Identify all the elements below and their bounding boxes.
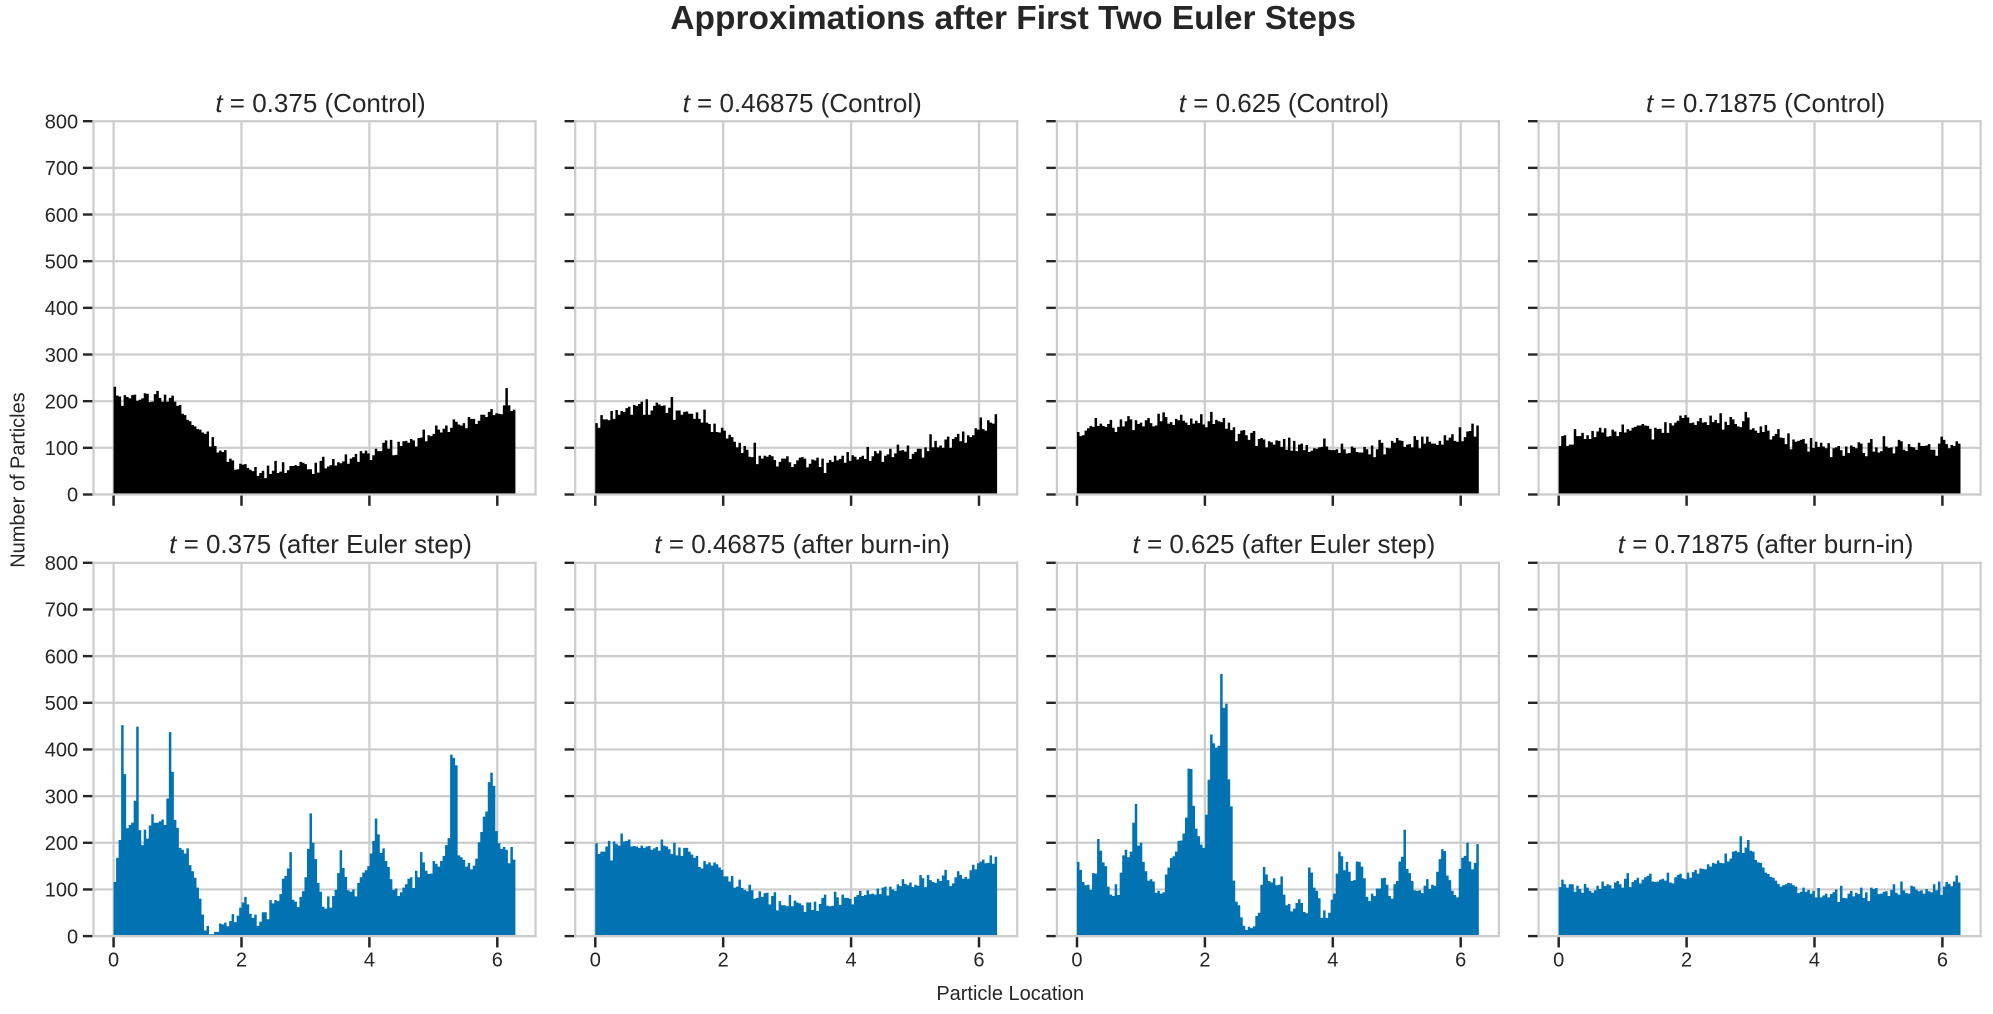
svg-text:0: 0: [67, 926, 78, 948]
svg-text:300: 300: [45, 345, 78, 367]
svg-text:300: 300: [45, 786, 78, 808]
svg-text:600: 600: [45, 646, 78, 668]
svg-text:100: 100: [45, 880, 78, 902]
svg-text:4: 4: [364, 950, 375, 972]
svg-text:700: 700: [45, 158, 78, 180]
svg-text:400: 400: [45, 298, 78, 320]
svg-text:200: 200: [45, 833, 78, 855]
svg-text:4: 4: [1809, 950, 1820, 972]
svg-text:Particle Location: Particle Location: [936, 983, 1084, 1005]
svg-text:4: 4: [1327, 950, 1338, 972]
svg-text:600: 600: [45, 205, 78, 227]
svg-text:6: 6: [1937, 950, 1948, 972]
svg-text:500: 500: [45, 251, 78, 273]
svg-text:0: 0: [1071, 950, 1082, 972]
svg-text:6: 6: [973, 950, 984, 972]
svg-text:700: 700: [45, 600, 78, 622]
svg-text:Number of Particles: Number of Particles: [8, 392, 30, 567]
svg-text:6: 6: [492, 950, 503, 972]
svg-text:400: 400: [45, 740, 78, 762]
svg-text:0: 0: [1553, 950, 1564, 972]
svg-text:0: 0: [108, 950, 119, 972]
svg-text:2: 2: [1199, 950, 1210, 972]
svg-text:6: 6: [1455, 950, 1466, 972]
svg-text:0: 0: [67, 485, 78, 507]
svg-text:100: 100: [45, 438, 78, 460]
svg-text:Approximations after First Two: Approximations after First Two Euler Ste…: [670, 0, 1356, 37]
svg-text:2: 2: [718, 950, 729, 972]
svg-text:200: 200: [45, 391, 78, 413]
svg-text:2: 2: [1681, 950, 1692, 972]
svg-text:4: 4: [846, 950, 857, 972]
svg-text:800: 800: [45, 111, 78, 133]
svg-text:800: 800: [45, 553, 78, 575]
svg-text:500: 500: [45, 693, 78, 715]
svg-text:2: 2: [236, 950, 247, 972]
svg-text:0: 0: [590, 950, 601, 972]
